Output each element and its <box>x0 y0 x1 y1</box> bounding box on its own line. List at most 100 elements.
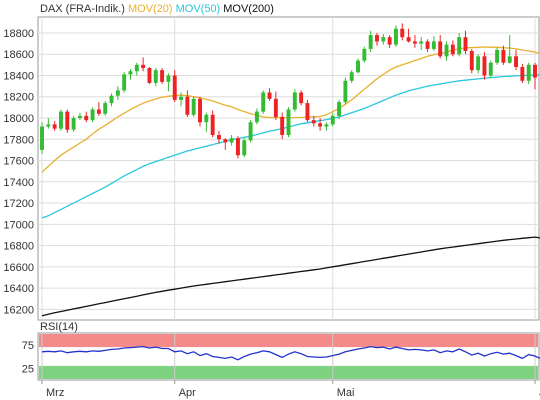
rsi-oversold-zone <box>39 365 538 379</box>
y-tick-label: 17400 <box>3 177 34 189</box>
candle <box>349 70 354 83</box>
ma200-layer <box>41 236 540 317</box>
candle-body <box>223 139 228 143</box>
candle <box>71 115 76 132</box>
candle-body <box>242 140 247 156</box>
candle <box>185 90 190 117</box>
y-tick-label: 16200 <box>3 304 34 316</box>
candle <box>242 138 247 158</box>
rsi-y-axis-ticks: 75 25 <box>22 340 34 376</box>
candle <box>381 34 386 45</box>
candle-body <box>59 111 63 129</box>
candle-body <box>122 74 127 91</box>
candle <box>84 111 89 123</box>
candle-body <box>393 28 398 45</box>
candle <box>128 69 133 80</box>
candle-body <box>450 44 455 55</box>
candle-body <box>469 51 474 71</box>
candle <box>109 93 114 107</box>
candle-body <box>400 28 405 38</box>
y-tick-label: 18200 <box>3 92 34 104</box>
candle <box>311 115 316 127</box>
candle <box>248 120 253 143</box>
candle <box>280 112 285 140</box>
y-tick-label: 18000 <box>3 113 34 125</box>
rsi-line-layer <box>41 345 540 361</box>
candle <box>273 91 278 121</box>
rsi-label: RSI(14) <box>40 321 78 333</box>
candle-body <box>311 120 316 124</box>
candle-body <box>286 109 291 136</box>
candle <box>299 90 304 106</box>
candle-body <box>318 123 323 127</box>
y-tick-label: 17200 <box>3 198 34 210</box>
candle <box>59 109 63 131</box>
candle-body <box>153 70 158 83</box>
legend-ma200: MOV(200) <box>223 3 274 15</box>
candle <box>65 109 70 133</box>
candle <box>267 88 272 101</box>
candle <box>488 60 493 78</box>
candle-body <box>514 56 518 67</box>
candle <box>115 86 120 100</box>
candle <box>400 23 405 41</box>
candle <box>330 112 335 127</box>
candle-body <box>482 56 487 76</box>
ma200-line <box>41 236 540 317</box>
candle-body <box>381 37 386 42</box>
candle-body <box>507 56 512 63</box>
candle-body <box>343 80 348 103</box>
main-plot-area <box>37 16 540 321</box>
legend-ma50: MOV(50) <box>176 3 221 15</box>
candle-body <box>210 114 215 136</box>
candle-body <box>179 96 184 100</box>
candle <box>191 96 196 117</box>
candle <box>343 77 348 105</box>
rsi-y-tick-label: 75 <box>22 340 34 352</box>
candle-body <box>476 56 481 71</box>
candle-body <box>362 48 367 61</box>
x-axis-ticks: MrzAprMaiJun <box>41 380 540 399</box>
rsi-grid <box>41 333 536 380</box>
candle <box>337 99 342 120</box>
candle <box>122 72 127 93</box>
rsi-line <box>41 345 540 361</box>
y-tick-label: 18400 <box>3 70 34 82</box>
candle-body <box>330 115 335 125</box>
candle-body <box>273 98 278 117</box>
candle-body <box>103 103 108 114</box>
candle-body <box>457 37 462 55</box>
candle <box>362 46 367 63</box>
candle <box>375 32 379 46</box>
candle-body <box>65 111 70 130</box>
ma50-line <box>41 74 540 219</box>
candle-body <box>292 92 297 110</box>
candle-body <box>248 122 253 141</box>
candle-body <box>299 92 304 104</box>
candle-body <box>254 111 259 123</box>
y-axis-ticks: 18800 18600 18400 18200 18000 17800 17600 17400… <box>3 28 34 316</box>
candle-body <box>463 37 468 52</box>
candle <box>419 37 424 50</box>
candle <box>292 89 297 112</box>
candle-body <box>235 138 240 156</box>
y-tick-label: 16600 <box>3 262 34 274</box>
candle <box>368 30 373 53</box>
legend-dax: DAX (FRA-Indik.) <box>40 3 125 15</box>
candle-body <box>141 64 146 69</box>
candle <box>166 73 171 92</box>
candle-body <box>172 75 177 100</box>
candle <box>217 130 221 144</box>
candle <box>223 138 228 150</box>
candle <box>96 102 101 116</box>
candle-body <box>526 64 531 81</box>
candle <box>526 62 531 84</box>
candle-body <box>305 103 310 121</box>
candle <box>425 39 430 53</box>
candle <box>141 57 146 72</box>
candle <box>438 35 443 59</box>
candle-body <box>128 71 133 75</box>
candle-body <box>488 62 493 76</box>
candle <box>476 54 481 74</box>
